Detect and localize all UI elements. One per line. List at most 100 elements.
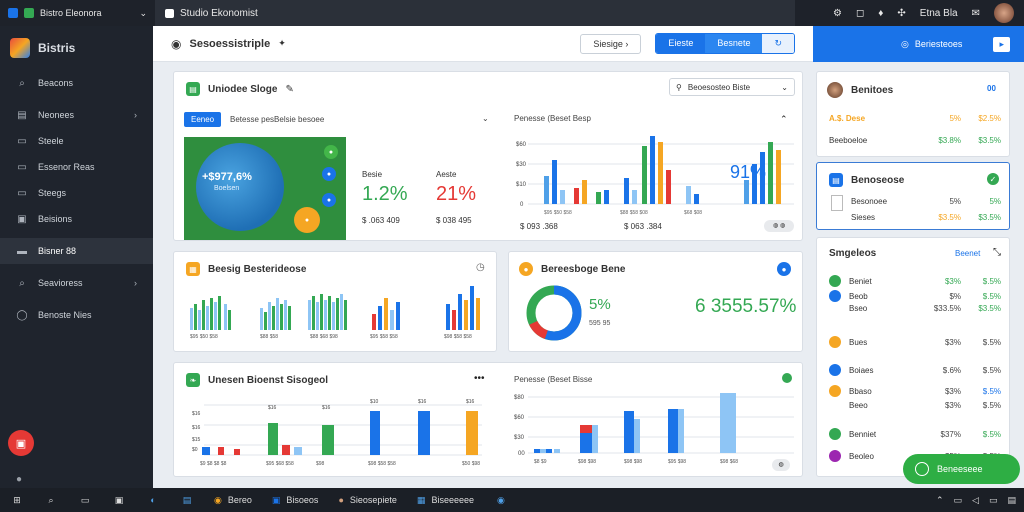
info-icon[interactable]: ● <box>777 262 791 276</box>
sidebar-item-6[interactable]: ▬ Bisner 88 <box>0 238 153 264</box>
browser-tab[interactable]: Studio Ekonomist <box>155 0 795 26</box>
chevron-right-icon: › <box>134 278 137 288</box>
tick-label: $88 $58 $08 <box>620 210 648 216</box>
battery-icon[interactable]: ▭ <box>988 494 998 505</box>
help-icon[interactable]: ● <box>16 474 23 485</box>
bar <box>666 170 671 204</box>
volume-icon[interactable]: ◁ <box>972 494 979 505</box>
chat-button[interactable]: Beneeseee <box>903 454 1020 484</box>
sidebar-item-2[interactable]: ▭ Steele <box>0 128 153 154</box>
search-icon[interactable]: ⌕ <box>48 494 54 505</box>
sidebar-item-label: Steele <box>38 136 64 146</box>
tick-label: $9 $8 $8 $8 <box>200 461 227 467</box>
more-icon[interactable]: ••• <box>474 373 485 384</box>
bar <box>552 160 557 204</box>
bar <box>540 449 546 453</box>
sidebar-item-4[interactable]: ▭ Steegs <box>0 180 153 206</box>
segment-primary[interactable]: Eieste <box>656 34 706 53</box>
bar <box>202 300 205 330</box>
sidebar-item-3[interactable]: ▭ Essenor Reas <box>0 154 153 180</box>
tick-label: $60 <box>514 415 525 421</box>
expand-icon[interactable]: ⤡ <box>993 247 1001 258</box>
avatar-icon: ● <box>338 495 344 505</box>
chevron-down-icon[interactable]: ⌄ <box>139 7 147 18</box>
taskbar-app[interactable]: ▦ Biseeeeee <box>416 494 474 506</box>
bar <box>580 425 592 433</box>
toggle[interactable]: ◍ <box>772 459 790 471</box>
outline-button[interactable]: Siesige › <box>580 33 642 54</box>
sidebar-item-1[interactable]: ▤ Neonees › <box>0 102 153 128</box>
pin-icon[interactable]: ♦ <box>878 7 884 19</box>
list-item[interactable]: Benniet $37% $.5% <box>829 422 1001 446</box>
bar <box>308 300 311 330</box>
segment-secondary[interactable]: Besnete <box>705 34 763 53</box>
bar <box>276 298 279 330</box>
help-icon[interactable]: ◉ <box>497 494 505 505</box>
bell-icon[interactable]: ◻ <box>855 7 865 19</box>
chart-sub-2: $ 063 .384 <box>624 222 662 231</box>
filter-button[interactable]: Eeneo <box>184 112 222 127</box>
list-action-link[interactable]: Beenet <box>955 249 981 258</box>
alert-button[interactable]: ▣ <box>8 430 34 456</box>
list-item[interactable]: Beniet $3% $.5% <box>829 272 1001 290</box>
brand[interactable]: Bistris <box>0 26 153 70</box>
tick-label: $88 $58 <box>260 334 278 340</box>
taskbar-app[interactable]: ● Sieosepiete <box>338 495 397 505</box>
donut-card: ● Bereesboge Bene ● 5% 595 95 6 3555.57% <box>508 251 803 352</box>
taskbar-app[interactable]: ▣ Bisoeos <box>271 494 319 506</box>
bar <box>340 294 343 330</box>
store-icon[interactable]: ▣ <box>114 494 124 505</box>
tick-label: $8 $9 <box>534 459 547 465</box>
sidebar-item-5[interactable]: ▣ Beisions <box>0 206 153 232</box>
sidebar-item-8[interactable]: ◯ Benoste Nies <box>0 302 153 328</box>
chevron-right-icon: › <box>134 110 137 120</box>
settings-icon[interactable]: ✣ <box>897 7 906 19</box>
bar <box>650 136 655 204</box>
list-item[interactable]: Boiaes $.6% $.5% <box>829 356 1001 384</box>
notification-icon[interactable]: ▤ <box>1007 494 1016 505</box>
bar <box>476 298 480 330</box>
network-icon[interactable]: ▭ <box>953 494 963 505</box>
app-icon-secondary <box>24 8 34 18</box>
list-item[interactable]: Bues $3% $.5% <box>829 328 1001 356</box>
bar <box>206 306 209 330</box>
bar <box>372 314 376 330</box>
gear-icon[interactable]: ⚙ <box>833 7 842 19</box>
list-item[interactable]: Beeo $3% $.5% <box>829 398 1001 412</box>
list-item[interactable]: Beob $% $.5% <box>829 290 1001 302</box>
segmented-control[interactable]: Eieste Besnete ↻ <box>655 33 795 54</box>
window-titlebar: Bistro Eleonora ⌄ Studio Ekonomist ⚙ ◻ ♦… <box>0 0 1024 26</box>
folder-icon[interactable]: ▤ <box>182 494 192 505</box>
brand-name: Bistris <box>38 41 76 55</box>
clock-icon[interactable]: ◷ <box>476 262 485 273</box>
sidebar-item-7[interactable]: ⌕ Seavioress › <box>0 270 153 296</box>
expand-button[interactable]: ▸ <box>993 36 1010 52</box>
sidebar-item-label: Benoste Nies <box>38 310 92 320</box>
chevron-down-icon[interactable]: ⌄ <box>482 114 489 123</box>
list-item[interactable]: Bseo $33.5% $3.5% <box>829 302 1001 314</box>
range-dropdown[interactable]: ⚲ Beoesosteo Biste ⌄ <box>669 78 795 96</box>
refresh-icon[interactable]: ↻ <box>762 34 794 53</box>
sheet-icon: ▤ <box>186 82 200 96</box>
bar <box>776 150 781 204</box>
list-icon: ▭ <box>17 161 27 173</box>
edit-icon[interactable]: ✎ <box>285 83 294 95</box>
toggle[interactable]: ◍ ◍ <box>764 220 794 232</box>
bar <box>464 300 468 330</box>
sidebar-item-0[interactable]: ⌕ Beacons <box>0 70 153 96</box>
tray-chevron-icon[interactable]: ⌃ <box>935 494 944 505</box>
mail-icon[interactable]: ✉ <box>971 7 980 19</box>
app-switcher[interactable]: Bistro Eleonora ⌄ <box>0 0 155 26</box>
taskbar-app[interactable]: ◉ Bereo <box>214 494 252 506</box>
chart-big-value: 91% <box>730 162 767 182</box>
tick-label: $95 $98 <box>668 459 686 465</box>
band-label: Beriesteoes <box>914 39 963 49</box>
task-view-icon[interactable]: ▭ <box>80 494 90 505</box>
bar <box>560 190 565 204</box>
edge-icon[interactable]: ◐ <box>150 495 156 505</box>
bar <box>284 300 287 330</box>
avatar[interactable] <box>994 3 1014 23</box>
sort-icon[interactable]: ⌃ <box>780 114 788 124</box>
start-icon[interactable]: ⊞ <box>13 494 21 505</box>
list-item[interactable]: Bbaso $3% $.5% <box>829 384 1001 398</box>
